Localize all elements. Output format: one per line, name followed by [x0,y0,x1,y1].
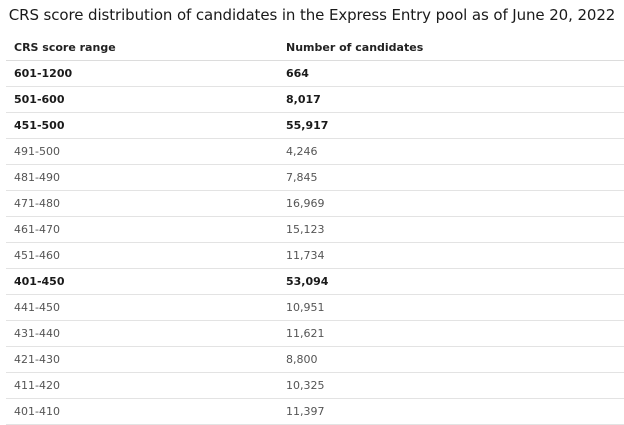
crs-score-range-cell: 481-490 [6,164,278,191]
crs-score-range-cell: 451-460 [6,242,278,269]
column-header-crs-score-range: CRS score range [6,35,278,61]
number-of-candidates-cell: 8,017 [278,86,624,113]
crs-score-range-cell: 401-450 [6,268,278,295]
number-of-candidates-cell: 11,621 [278,320,624,347]
table-header-row: CRS score range Number of candidates [6,35,624,61]
crs-score-range-cell: 421-430 [6,346,278,373]
crs-score-range-cell: 431-440 [6,320,278,347]
column-header-number-of-candidates: Number of candidates [278,35,624,61]
table-row: 471-480 16,969 [6,190,624,217]
crs-score-range-cell: 461-470 [6,216,278,243]
crs-score-range-cell: 601-1200 [6,60,278,87]
number-of-candidates-cell: 7,845 [278,164,624,191]
number-of-candidates-cell: 11,734 [278,242,624,269]
table-row: 411-420 10,325 [6,372,624,399]
crs-score-range-cell: 491-500 [6,138,278,165]
number-of-candidates-cell: 10,951 [278,294,624,321]
table-row: 451-460 11,734 [6,242,624,269]
table-row: 481-490 7,845 [6,164,624,191]
table-row: 451-500 55,917 [6,112,624,139]
table-row: 491-500 4,246 [6,138,624,165]
table-row: 421-430 8,800 [6,346,624,373]
table-row: 401-450 53,094 [6,268,624,295]
crs-score-range-cell: 441-450 [6,294,278,321]
crs-score-range-cell: 471-480 [6,190,278,217]
number-of-candidates-cell: 15,123 [278,216,624,243]
table-title: CRS score distribution of candidates in … [8,6,616,24]
table-row: 601-1200 664 [6,60,624,87]
table-row: 441-450 10,951 [6,294,624,321]
crs-score-range-cell: 451-500 [6,112,278,139]
crs-distribution-table: CRS score range Number of candidates 601… [6,35,624,425]
crs-score-range-cell: 411-420 [6,372,278,399]
number-of-candidates-cell: 53,094 [278,268,624,295]
table-row: 431-440 11,621 [6,320,624,347]
table-row: 501-600 8,017 [6,86,624,113]
table-row: 461-470 15,123 [6,216,624,243]
number-of-candidates-cell: 664 [278,60,624,87]
number-of-candidates-cell: 8,800 [278,346,624,373]
number-of-candidates-cell: 10,325 [278,372,624,399]
crs-score-range-cell: 501-600 [6,86,278,113]
number-of-candidates-cell: 55,917 [278,112,624,139]
number-of-candidates-cell: 16,969 [278,190,624,217]
number-of-candidates-cell: 4,246 [278,138,624,165]
